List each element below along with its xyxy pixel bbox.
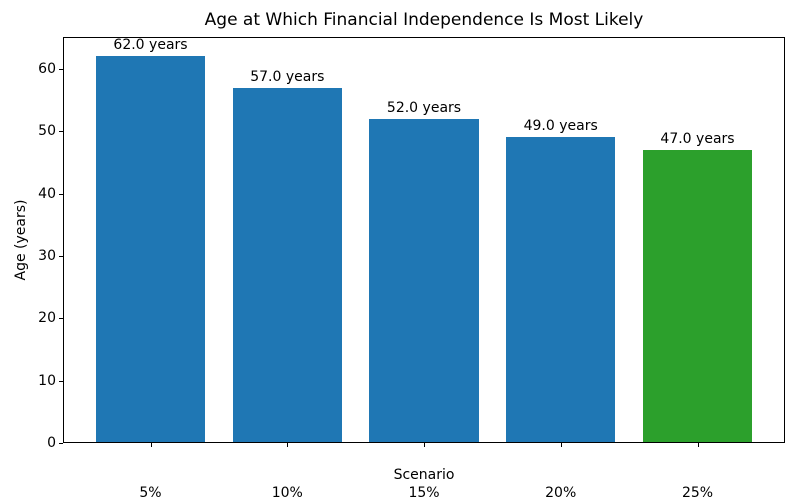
bar-value-label: 47.0 years (660, 130, 735, 147)
x-tick-label: 15% (408, 485, 440, 500)
y-tick-label: 60 (38, 60, 56, 77)
bar-value-label: 52.0 years (386, 99, 462, 116)
y-tick-mark (59, 68, 63, 70)
x-tick-mark (560, 443, 562, 447)
y-tick-mark (59, 380, 63, 382)
y-tick-label: 50 (38, 123, 56, 140)
bar-value-label: 49.0 years (523, 118, 598, 135)
bar-value-label: 57.0 years (250, 68, 325, 85)
y-tick-label: 20 (38, 310, 56, 327)
x-tick-mark (287, 443, 289, 447)
bar-value-label: 62.0 years (113, 37, 188, 54)
x-tick-mark (697, 443, 699, 447)
x-tick-label: 10% (271, 485, 303, 500)
x-axis-label: Scenario (393, 467, 455, 483)
x-tick-label: 25% (681, 485, 714, 500)
bar (506, 137, 616, 443)
y-tick-mark (59, 255, 63, 257)
y-tick-label: 0 (47, 435, 56, 451)
bar (95, 56, 206, 443)
x-tick-mark (424, 443, 425, 447)
y-tick-label: 30 (38, 247, 56, 264)
bar (642, 149, 753, 443)
bar (369, 118, 479, 443)
bar (232, 87, 342, 443)
y-tick-mark (59, 318, 63, 320)
x-tick-label: 5% (139, 485, 162, 500)
x-tick-label: 20% (545, 485, 577, 500)
y-tick-mark (59, 131, 63, 133)
y-axis-label: Age (years) (13, 199, 29, 281)
plot-area: 62.0 years 5% 57.0 years 10% 52.0 years 15% 49… (38, 37, 785, 500)
y-tick-mark (59, 193, 63, 195)
y-tick-label: 40 (38, 185, 56, 202)
chart-title: Age at Which Financial Independence Is M… (204, 10, 644, 30)
y-tick-label: 10 (38, 372, 56, 389)
x-tick-mark (150, 443, 152, 447)
y-tick-mark (59, 443, 63, 444)
